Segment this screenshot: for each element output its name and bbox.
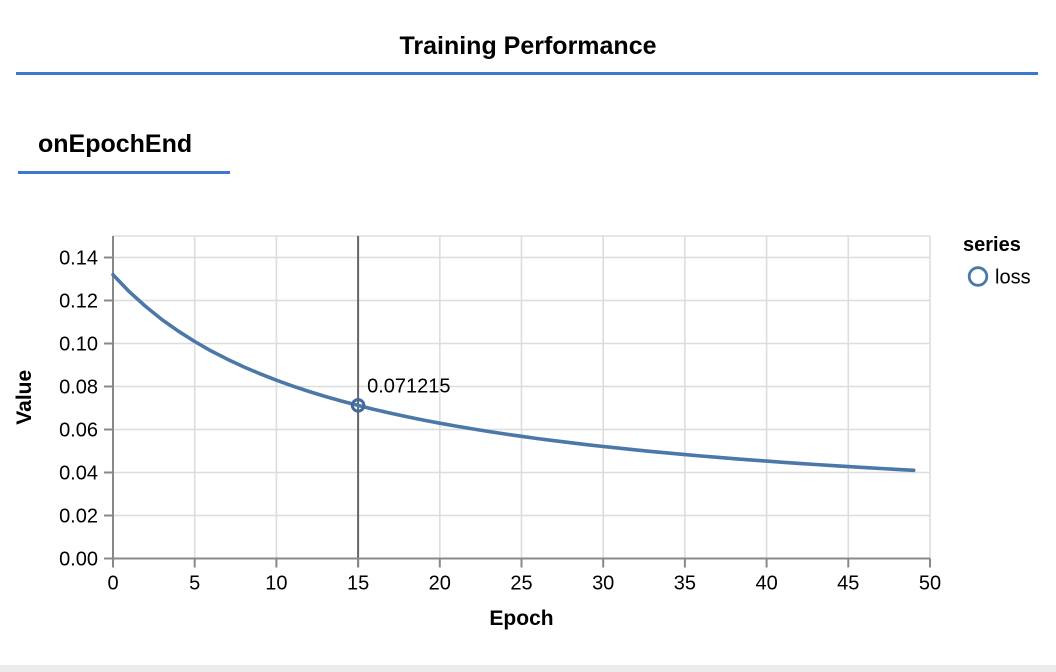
x-axis-title: Epoch xyxy=(489,607,553,630)
y-tick-label: 0.02 xyxy=(59,506,98,528)
hover-point-marker xyxy=(350,398,366,413)
title-divider xyxy=(16,72,1038,75)
x-tick-label: 10 xyxy=(265,573,287,595)
x-tick-label: 50 xyxy=(919,573,941,595)
legend-loss-symbol-icon xyxy=(967,266,989,287)
y-tick-label: 0.06 xyxy=(59,420,98,442)
x-tick-label: 35 xyxy=(674,573,696,595)
legend-title: series xyxy=(963,234,1021,256)
y-tick-label: 0.04 xyxy=(59,463,98,485)
x-tick-label: 25 xyxy=(510,573,532,595)
surface-title: Training Performance xyxy=(399,32,657,60)
hover-value-label: 0.071215 xyxy=(367,375,450,397)
y-tick-label: 0.08 xyxy=(59,377,98,399)
y-tick-label: 0.12 xyxy=(59,291,98,313)
next-surface-edge xyxy=(0,665,1056,672)
x-tick-label: 20 xyxy=(429,573,451,595)
x-tick-label: 45 xyxy=(837,573,859,595)
y-axis-title: Value xyxy=(13,370,36,425)
loss-line xyxy=(111,272,916,473)
x-tick-label: 30 xyxy=(592,573,614,595)
x-tick-label: 40 xyxy=(755,573,777,595)
x-tick-label: 5 xyxy=(189,573,200,595)
y-tick-label: 0.00 xyxy=(59,549,98,571)
y-tick-label: 0.14 xyxy=(59,248,98,270)
section-heading: onEpochEnd xyxy=(38,130,193,158)
legend-loss-label: loss xyxy=(995,267,1031,289)
section-heading-underline xyxy=(18,171,230,174)
y-tick-label: 0.10 xyxy=(59,334,98,356)
x-tick-label: 0 xyxy=(107,573,118,595)
x-tick-label: 15 xyxy=(347,573,369,595)
